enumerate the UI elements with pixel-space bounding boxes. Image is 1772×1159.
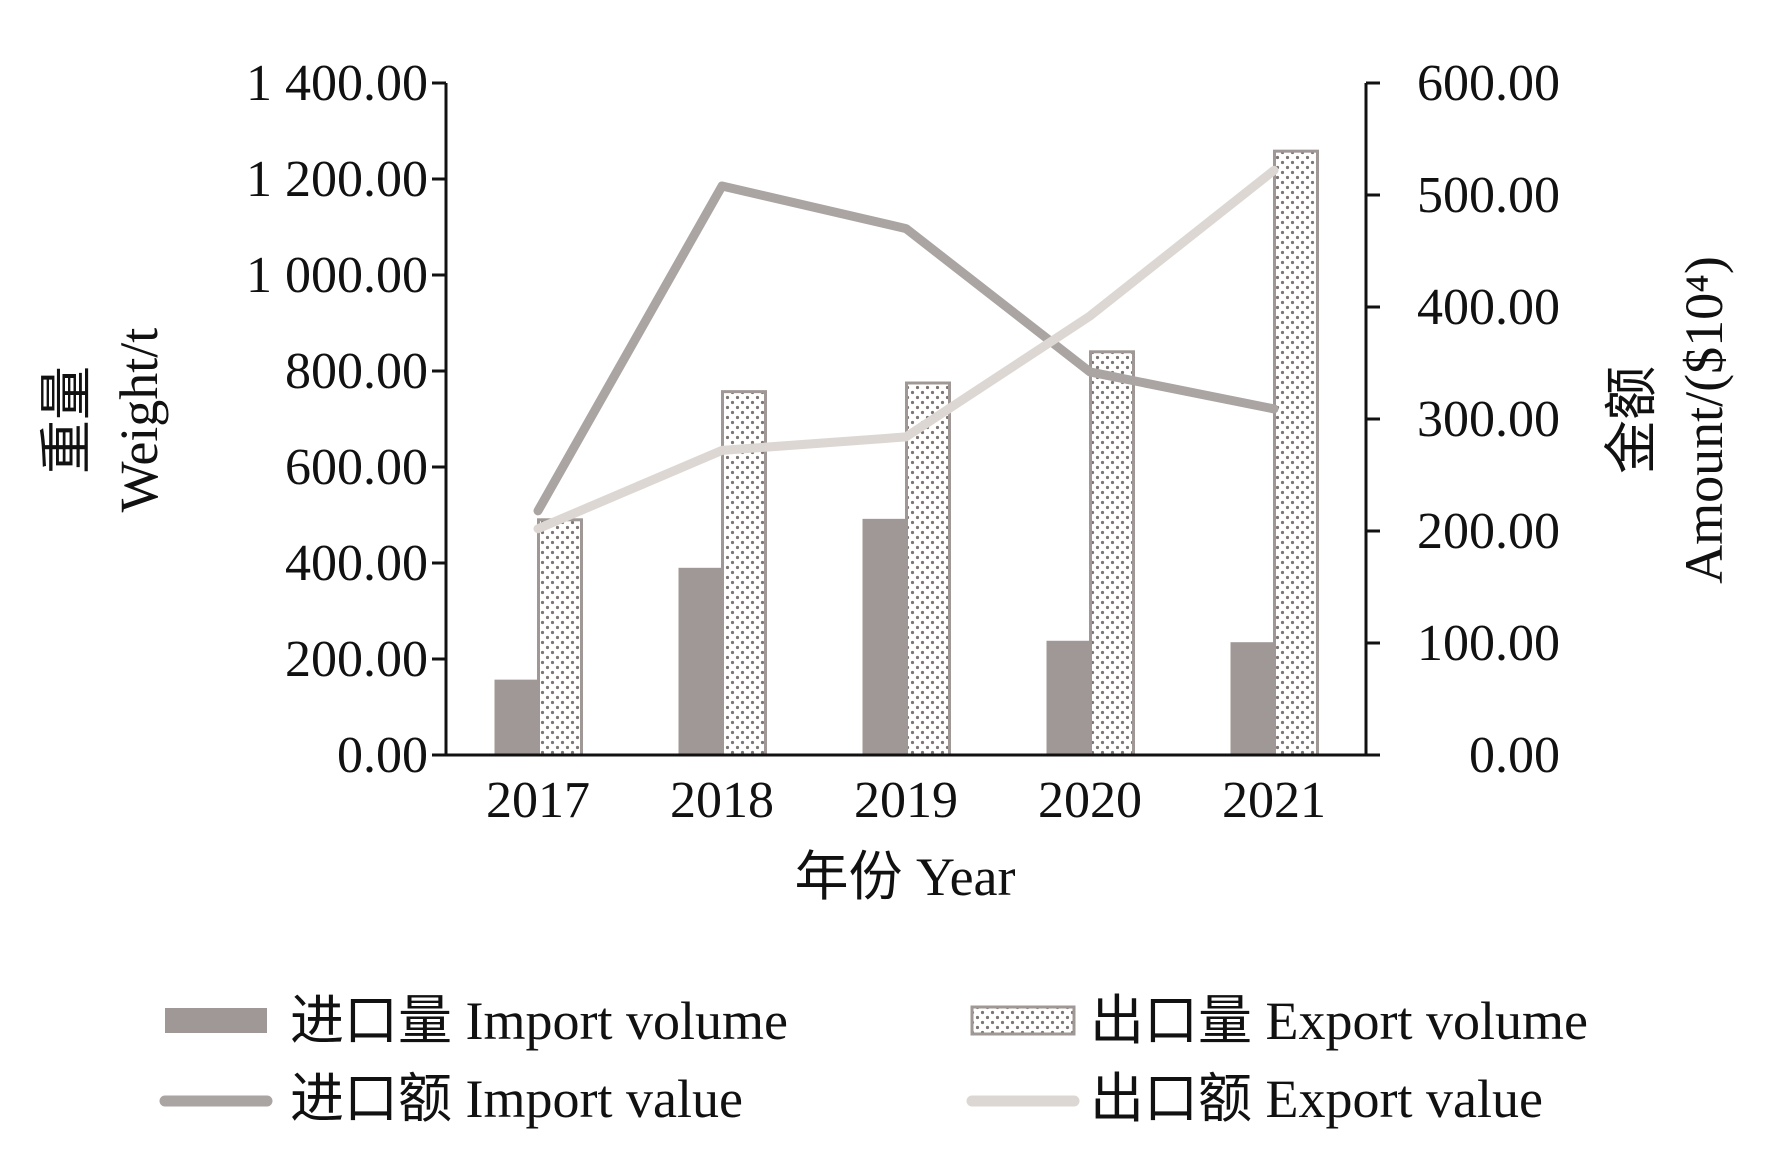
x-tick-label-2019: 2019 [854, 772, 958, 829]
bar-import-volume-2018 [678, 567, 722, 755]
right-tick-label: 600.00 [1417, 55, 1560, 112]
bars-layer [494, 149, 1319, 757]
line-export-value [533, 165, 1279, 534]
right-tick-label: 100.00 [1417, 615, 1560, 672]
legend-label-import-volume: 进口量 Import volume [290, 991, 788, 1051]
bar-import-volume-2019 [862, 518, 906, 755]
bar-import-volume-2020 [1046, 640, 1090, 755]
line-import-value [533, 181, 1279, 516]
right-tick-label: 200.00 [1417, 503, 1560, 560]
x-tick-label-2018: 2018 [670, 772, 774, 829]
legend-label-import-value: 进口额 Import value [290, 1069, 743, 1129]
x-axis-title: 年份 Year [794, 847, 1015, 907]
legend: 进口量 Import volume 出口量 Export volume 进口额 … [159, 991, 1588, 1129]
x-tick-label-2017: 2017 [486, 772, 590, 829]
left-tick-label: 1 200.00 [246, 151, 428, 208]
left-axis-title: 重量 Weight/t [37, 328, 169, 513]
x-tick-label-2021: 2021 [1222, 772, 1326, 829]
left-tick-label: 800.00 [285, 343, 428, 400]
bar-export-volume-2020 [1089, 350, 1135, 757]
legend-label-export-value: 出口额 Export value [1090, 1069, 1543, 1129]
axes-layer: 0.00 200.00 400.00 600.00 800.00 1 000.00 1 20… [246, 55, 1560, 829]
x-axis-label: 年份 Year [794, 847, 1015, 907]
bar-export-volume-2017 [537, 518, 583, 757]
x-tick-label-2020: 2020 [1038, 772, 1142, 829]
legend-swatch-import-volume [165, 1008, 267, 1033]
right-tick-label: 0.00 [1469, 727, 1560, 784]
bar-export-volume-2019 [905, 381, 951, 757]
right-tick-label: 500.00 [1417, 167, 1560, 224]
right-axis-title: 金额 Amount/($10⁴) [1602, 256, 1734, 584]
legend-swatch-export-volume [970, 1005, 1076, 1036]
legend-label-export-volume: 出口量 Export volume [1090, 991, 1588, 1051]
left-axis-label-en: Weight/t [109, 328, 169, 513]
left-tick-label: 1 400.00 [246, 55, 428, 112]
right-tick-label: 300.00 [1417, 391, 1560, 448]
right-axis-label-en: Amount/($10⁴) [1674, 256, 1734, 584]
left-tick-label: 200.00 [285, 631, 428, 688]
left-tick-label: 400.00 [285, 535, 428, 592]
left-tick-label: 0.00 [337, 727, 428, 784]
left-axis-label-cn: 重量 [37, 366, 97, 474]
bar-export-volume-2021 [1273, 149, 1319, 757]
left-tick-label: 1 000.00 [246, 247, 428, 304]
lines-layer [533, 165, 1279, 534]
left-tick-label: 600.00 [285, 439, 428, 496]
right-axis-label-cn: 金额 [1602, 366, 1662, 474]
bar-import-volume-2017 [494, 679, 538, 755]
right-tick-label: 400.00 [1417, 279, 1560, 336]
bar-import-volume-2021 [1230, 642, 1274, 755]
